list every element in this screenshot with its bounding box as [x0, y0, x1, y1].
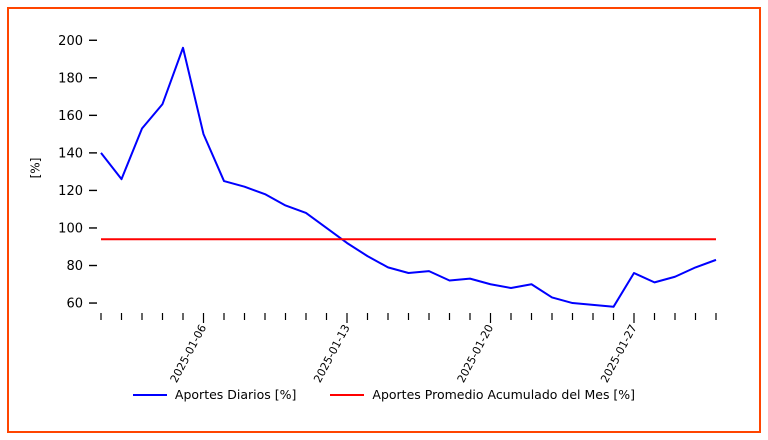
svg-text:160: 160 [58, 109, 83, 124]
svg-text:140: 140 [58, 146, 83, 161]
svg-text:60: 60 [66, 297, 83, 312]
svg-text:2025-01-13: 2025-01-13 [311, 322, 352, 385]
svg-text:120: 120 [58, 184, 83, 199]
svg-text:180: 180 [58, 71, 83, 86]
legend-item-aportes-promedio: Aportes Promedio Acumulado del Mes [%] [330, 387, 635, 402]
svg-text:2025-01-27: 2025-01-27 [598, 322, 639, 385]
chart-area: [%] 60 80 100 120 140 160 180 200 2025-01-06 2025… [9, 9, 759, 387]
legend-item-aportes-diarios: Aportes Diarios [%] [132, 387, 297, 402]
svg-text:200: 200 [58, 34, 83, 49]
svg-text:2025-01-06: 2025-01-06 [168, 322, 209, 385]
legend-line-blue-icon [132, 393, 167, 396]
chart-canvas: 60 80 100 120 140 160 180 200 2025-01-06 2025-01-… [58, 34, 717, 385]
svg-text:2025-01-20: 2025-01-20 [455, 322, 496, 385]
legend-label-aportes-diarios: Aportes Diarios [%] [174, 387, 297, 402]
y-axis-label: [%] [28, 157, 43, 179]
legend-line-red-icon [330, 393, 365, 396]
chart-legend: Aportes Diarios [%] Aportes Promedio Acu… [9, 387, 759, 402]
figure-frame: [%] 60 80 100 120 140 160 180 200 2025-01-06 2025… [7, 7, 761, 433]
svg-text:100: 100 [58, 221, 83, 236]
legend-label-aportes-promedio: Aportes Promedio Acumulado del Mes [%] [372, 387, 636, 402]
svg-text:80: 80 [66, 259, 83, 274]
